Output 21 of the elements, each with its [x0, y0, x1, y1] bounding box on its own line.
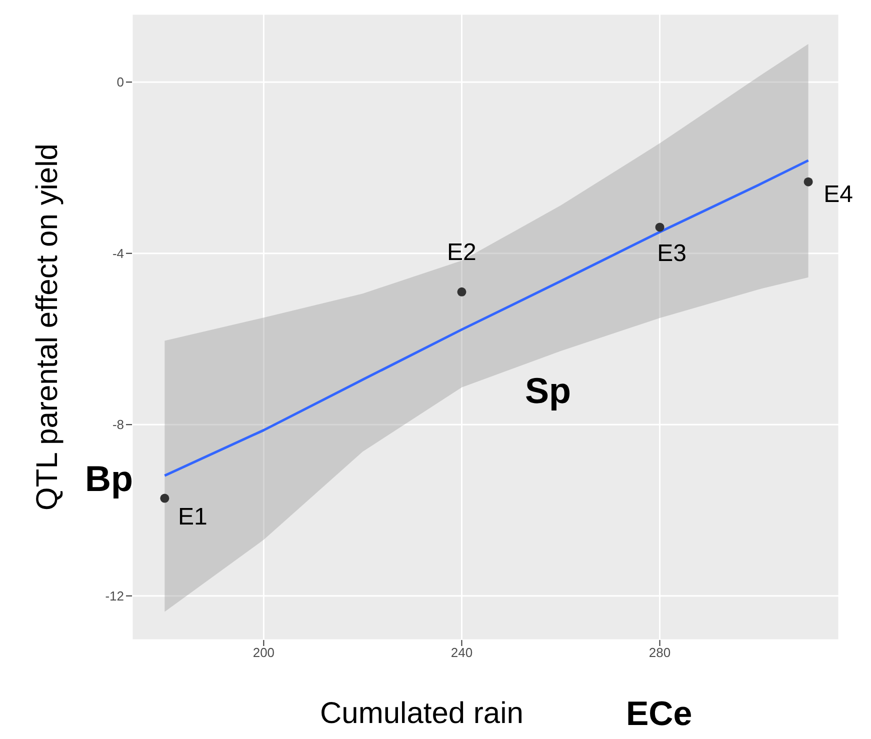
point: [655, 222, 664, 232]
y-axis-title: QTL parental effect on yield: [31, 144, 65, 510]
x-tick-label: 200: [252, 645, 275, 660]
annotation: Sp: [525, 370, 572, 412]
y-tick-label: -8: [112, 417, 124, 432]
x-axis-title: Cumulated rain: [320, 697, 524, 731]
point: [457, 287, 466, 296]
text: ECe: [626, 695, 692, 734]
x-tick-label: 240: [450, 645, 473, 660]
x-tick-label: 280: [648, 645, 671, 660]
y-tick-label: -12: [105, 588, 124, 604]
y-tick-label: 0: [116, 74, 124, 90]
annotation: Bp: [85, 458, 133, 500]
annotation: E2: [447, 238, 476, 266]
annotation: E1: [178, 503, 208, 530]
line-series: [163, 159, 810, 477]
annotation: E3: [657, 240, 686, 268]
y-tick-label: -4: [112, 246, 124, 261]
annotation: E4: [824, 180, 853, 208]
point: [160, 494, 170, 503]
point: [804, 177, 813, 186]
